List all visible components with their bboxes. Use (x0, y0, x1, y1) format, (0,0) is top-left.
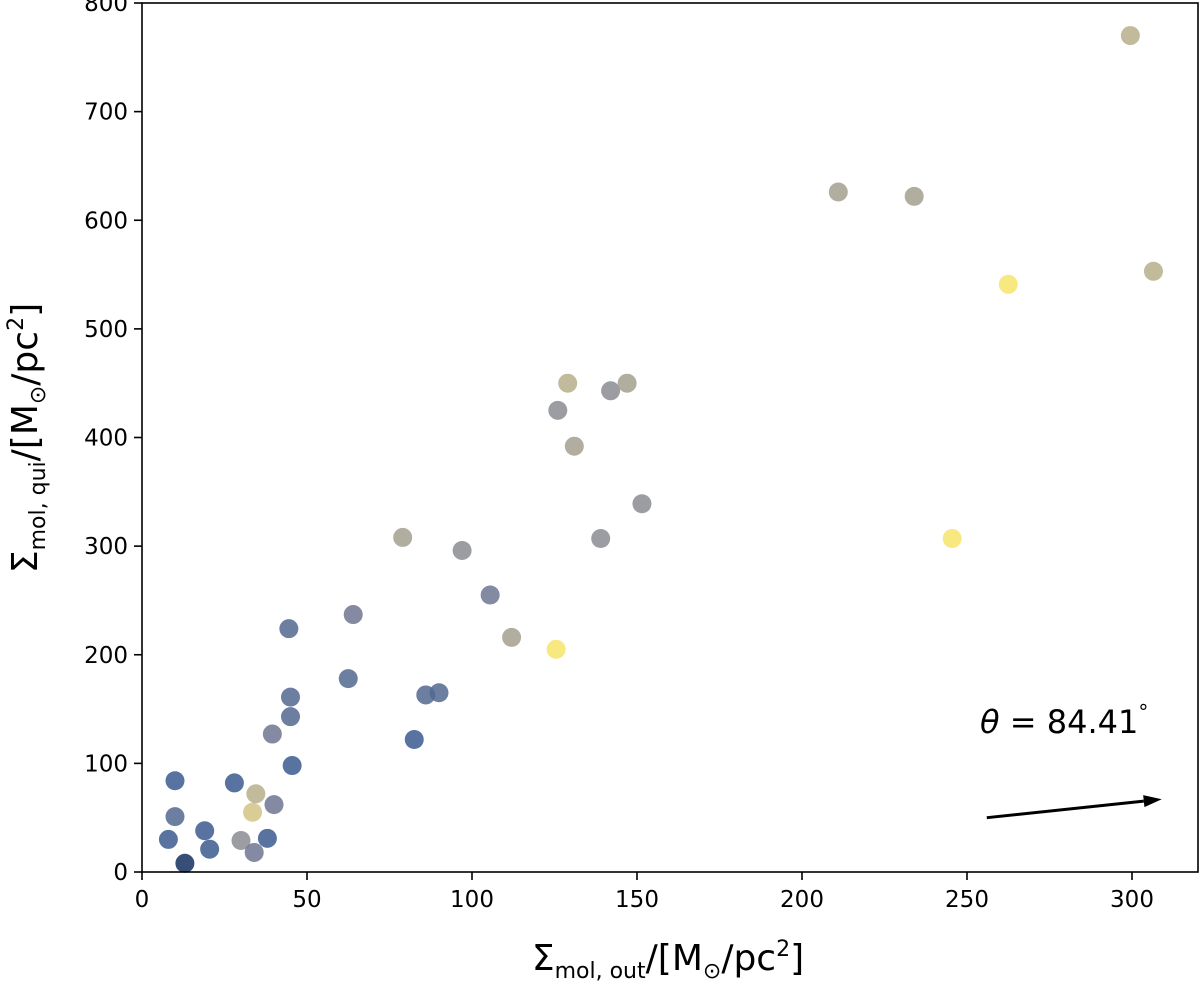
data-point (200, 839, 220, 859)
data-point (1120, 26, 1140, 46)
data-point (246, 784, 266, 804)
data-point (264, 795, 284, 815)
data-point (282, 756, 302, 776)
data-point (224, 773, 244, 793)
data-point (281, 707, 300, 727)
data-point (904, 186, 924, 206)
y-tick-label: 700 (84, 100, 128, 126)
data-point (591, 529, 611, 549)
y-tick-label: 500 (84, 317, 128, 343)
x-axis-label: Σmol, out/[M⊙/pc2] (532, 937, 804, 981)
data-point (279, 619, 299, 639)
arrow-shaft (986, 799, 1144, 820)
data-point (231, 830, 251, 850)
data-point (175, 853, 195, 873)
data-point (632, 494, 652, 514)
y-axis-label: Σmol, qui/[M⊙/pc2] (4, 303, 51, 573)
y-tick-label: 800 (84, 0, 128, 17)
x-tick-label: 100 (450, 887, 494, 913)
y-tick-label: 0 (113, 860, 128, 886)
data-point (244, 842, 264, 862)
data-point (546, 639, 566, 659)
arrow-head (1143, 795, 1162, 808)
data-point (393, 527, 413, 547)
data-point (165, 771, 185, 791)
x-tick-label: 150 (615, 887, 659, 913)
y-tick-label: 200 (84, 643, 128, 669)
data-point (338, 669, 358, 689)
data-point (158, 829, 178, 849)
x-tick-label: 50 (292, 887, 321, 913)
x-axis-ticks: 0 50 100 150 200 250 300 (135, 872, 1154, 913)
data-point (343, 605, 363, 625)
y-tick-label: 400 (84, 426, 128, 452)
data-point (942, 529, 962, 549)
y-axis-ticks: 0 100 200 300 400 500 600 700 800 (84, 0, 142, 886)
data-point (548, 400, 568, 420)
data-point (195, 821, 215, 841)
data-point (502, 627, 522, 647)
data-point (564, 436, 584, 456)
data-point (828, 182, 848, 202)
data-point (429, 683, 449, 703)
data-point (262, 724, 282, 744)
data-point (281, 687, 300, 707)
y-tick-label: 300 (84, 534, 128, 560)
direction-arrow (986, 795, 1162, 820)
x-tick-label: 300 (1110, 887, 1154, 913)
data-point (165, 807, 185, 827)
x-tick-label: 0 (135, 887, 150, 913)
y-tick-label: 600 (84, 208, 128, 234)
x-tick-label: 250 (945, 887, 989, 913)
data-point (257, 828, 277, 848)
y-tick-label: 100 (84, 751, 128, 777)
data-point (998, 274, 1018, 294)
theta-annotation: θ = 84.41° (980, 700, 1148, 741)
data-point (480, 585, 500, 605)
points-layer (158, 26, 1163, 873)
data-point (452, 540, 472, 560)
data-point (558, 373, 578, 393)
data-point (243, 802, 263, 822)
data-point (601, 381, 621, 401)
x-tick-label: 200 (780, 887, 824, 913)
data-point (617, 373, 637, 393)
data-point (1143, 261, 1163, 281)
plot-frame (141, 2, 1199, 873)
data-point (404, 729, 424, 749)
